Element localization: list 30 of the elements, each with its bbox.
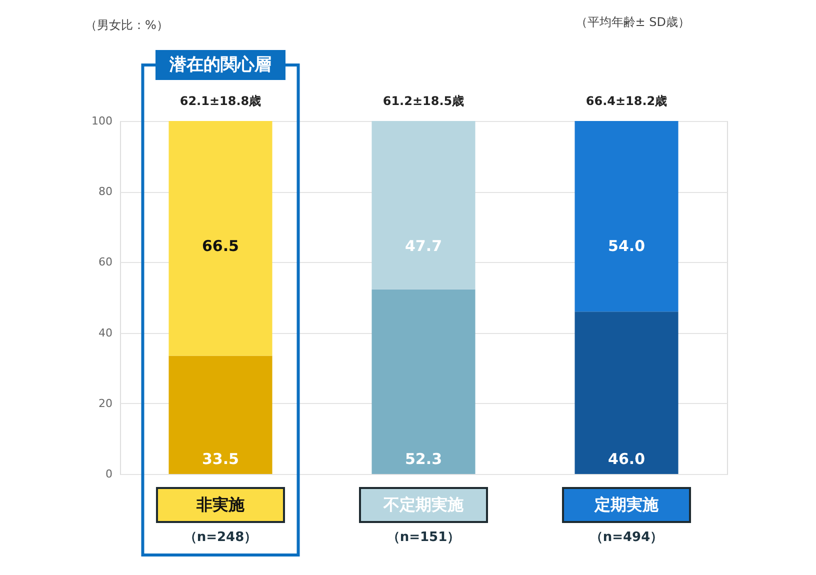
bar (168, 356, 272, 474)
y-tick-label: 60 (98, 256, 112, 269)
y-tick-label: 100 (92, 114, 112, 128)
text: （n=248） (184, 530, 258, 545)
data-label: 66.5 (202, 237, 239, 255)
data-label: 54.0 (608, 237, 646, 255)
text: （n=494） (590, 530, 664, 545)
y-tick-label: 0 (106, 468, 112, 480)
text: （n=151） (386, 530, 460, 545)
bar (372, 121, 476, 290)
bar (574, 121, 678, 312)
text: 潜在的関心層 (168, 55, 272, 75)
y-tick-label: 80 (98, 185, 112, 198)
data-label: 52.3 (404, 450, 442, 468)
text: （平均年齢± SD歳） (575, 15, 690, 29)
annotation: 66.4±18.2歳 (586, 94, 668, 108)
bar (574, 312, 678, 474)
data-label: 46.0 (608, 450, 646, 468)
data-label: 47.7 (404, 237, 442, 255)
bar (372, 289, 476, 474)
data-label: 33.5 (202, 450, 239, 468)
x-tick-label: 非実施 (195, 495, 246, 514)
annotation: 62.1±18.8歳 (180, 94, 262, 108)
y-tick-label: 20 (98, 396, 112, 410)
x-tick-label: 不定期実施 (382, 495, 464, 514)
annotation: 61.2±18.5歳 (382, 94, 464, 108)
y-tick-label: 40 (98, 326, 112, 340)
text: （男女比：%） (85, 18, 168, 32)
bar (168, 121, 272, 356)
x-tick-label: 定期実施 (594, 495, 660, 514)
